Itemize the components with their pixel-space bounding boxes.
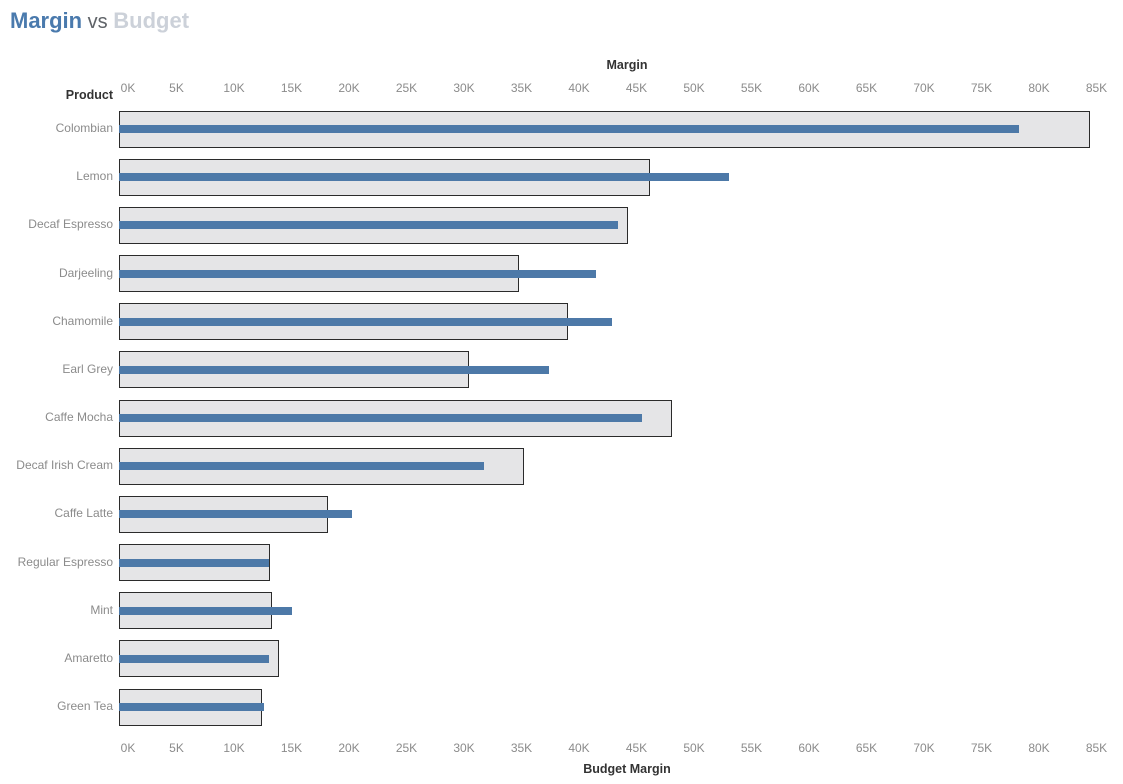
row-label[interactable]: Caffe Latte	[54, 506, 114, 521]
title-budget-text: Budget	[113, 8, 190, 33]
margin-bar[interactable]	[119, 606, 292, 615]
row-label[interactable]: Regular Espresso	[17, 554, 113, 569]
row-label[interactable]: Colombian	[55, 121, 113, 135]
axis-tick-label: 60K	[798, 741, 820, 755]
axis-tick-label: 10K	[223, 81, 245, 95]
row-label[interactable]: Decaf Espresso	[28, 217, 113, 232]
axis-tick-label: 45K	[625, 741, 648, 755]
row-label[interactable]: Green Tea	[57, 699, 113, 714]
margin-bar[interactable]	[119, 173, 729, 182]
axis-tick-label: 15K	[280, 741, 303, 755]
axis-tick-label: 15K	[280, 81, 303, 95]
axis-tick-label: 70K	[913, 81, 935, 95]
row-label[interactable]: Amaretto	[64, 650, 113, 665]
axis-tick-label: 85K	[1085, 741, 1108, 755]
axis-tick-label: 55K	[740, 81, 763, 95]
axis-tick-label: 75K	[970, 741, 993, 755]
axis-tick-label: 5K	[169, 81, 184, 95]
axis-tick-label: 50K	[683, 741, 705, 755]
axis-tick-label: 25K	[395, 81, 418, 95]
row-label[interactable]: Caffe Mocha	[45, 410, 113, 425]
row-label[interactable]: Darjeeling	[58, 265, 113, 280]
bottom-axis-title: Budget Margin	[583, 762, 671, 776]
margin-bar[interactable]	[119, 654, 269, 663]
title-vs-text: vs	[82, 11, 114, 33]
margin-bar[interactable]	[119, 317, 613, 326]
product-column-header: Product	[65, 88, 113, 102]
axis-tick-label: 85K	[1085, 81, 1108, 95]
title-margin-text: Margin	[10, 8, 83, 33]
margin-bar[interactable]	[119, 510, 353, 519]
margin-bar[interactable]	[119, 703, 264, 712]
axis-tick-label: 70K	[913, 741, 935, 755]
margin-bar[interactable]	[119, 365, 550, 374]
axis-tick-label: 25K	[395, 741, 418, 755]
axis-tick-label: 50K	[683, 81, 705, 95]
axis-tick-label: 80K	[1028, 81, 1050, 95]
axis-tick-label: 40K	[568, 81, 590, 95]
row-label[interactable]: Mint	[90, 602, 113, 617]
axis-tick-label: 65K	[855, 741, 878, 755]
axis-tick-label: 20K	[338, 81, 360, 95]
axis-tick-label: 45K	[625, 81, 648, 95]
axis-tick-label: 5K	[169, 741, 184, 755]
axis-tick-label: 10K	[223, 741, 245, 755]
axis-tick-label: 40K	[568, 741, 590, 755]
axis-tick-label: 60K	[798, 81, 820, 95]
margin-bar[interactable]	[119, 414, 643, 423]
axis-tick-label: 0K	[120, 81, 136, 95]
margin-bar[interactable]	[119, 125, 1020, 133]
axis-tick-label: 35K	[510, 741, 533, 755]
top-axis-title: Margin	[606, 58, 648, 72]
axis-tick-label: 35K	[510, 81, 533, 95]
axis-tick-label: 20K	[338, 741, 360, 755]
margin-bar[interactable]	[119, 221, 619, 230]
axis-tick-label: 30K	[453, 741, 475, 755]
axis-tick-label: 80K	[1028, 741, 1050, 755]
margin-bar[interactable]	[119, 462, 484, 471]
axis-tick-label: 75K	[970, 81, 993, 95]
chart-title: Margin vs Budget	[10, 8, 189, 34]
row-label[interactable]: Decaf Irish Cream	[16, 458, 113, 473]
row-label[interactable]: Earl Grey	[62, 361, 113, 376]
row-label[interactable]: Chamomile	[52, 313, 113, 328]
margin-bar[interactable]	[119, 269, 597, 278]
axis-tick-label: 0K	[120, 741, 136, 755]
margin-bar[interactable]	[119, 558, 269, 567]
axis-tick-label: 30K	[453, 81, 475, 95]
axis-tick-label: 55K	[740, 741, 763, 755]
row-label[interactable]: Lemon	[76, 169, 113, 184]
axis-tick-label: 65K	[855, 81, 878, 95]
